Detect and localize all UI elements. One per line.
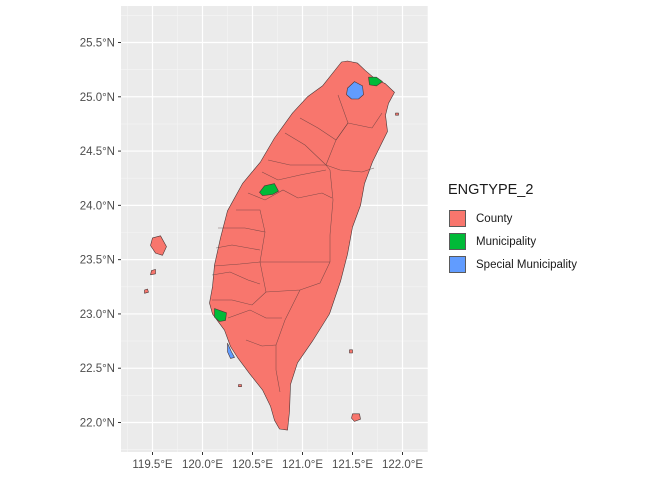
boundary-line [236, 209, 266, 263]
boundary-line [218, 227, 266, 233]
region-county [238, 384, 242, 388]
y-tick-label: 23.5°N [80, 255, 115, 267]
legend-item-special-municipality: Special Municipality [448, 253, 577, 276]
x-tick-label: 121.5°E [332, 459, 373, 471]
region-municipality [259, 183, 279, 196]
y-tick-label: 23.0°N [80, 309, 115, 321]
region-county [150, 235, 167, 256]
region-county [209, 60, 395, 431]
boundary-line [329, 169, 334, 262]
boundary-line [261, 169, 327, 181]
boundary-line [212, 291, 267, 306]
legend-key-county [449, 210, 466, 227]
x-axis: 119.5°E 120.0°E 120.5°E 121.0°E 121.5°E 122.0… [132, 452, 423, 471]
legend: ENGTYPE_2 County Municipality Special Mu… [448, 182, 577, 276]
legend-label-county: County [476, 212, 513, 225]
y-tick-label: 25.0°N [80, 92, 115, 104]
region-municipality [368, 76, 383, 87]
y-axis: 22.0°N 22.5°N 23.0°N 23.5°N 24.0°N 24.5°N 25.0… [80, 38, 121, 430]
y-tick-label: 22.0°N [80, 418, 115, 430]
region-county [150, 269, 156, 276]
x-tick-label: 119.5°E [132, 459, 173, 471]
legend-key-municipality [449, 233, 466, 250]
y-tick-label: 22.5°N [80, 363, 115, 375]
region-special-municipality [346, 81, 364, 100]
region-municipality [214, 308, 227, 322]
region-county [395, 112, 399, 116]
x-tick-label: 120.0°E [182, 459, 223, 471]
boundary-line [245, 339, 277, 347]
legend-key-special-municipality [449, 256, 466, 273]
boundary-line [247, 189, 333, 201]
legend-item-municipality: Municipality [448, 230, 577, 253]
legend-label-municipality: Municipality [476, 235, 537, 248]
region-county [351, 413, 361, 422]
internal-boundaries [211, 94, 383, 393]
x-tick-label: 121.0°E [282, 459, 323, 471]
x-tick-label: 120.5°E [232, 459, 273, 471]
legend-title: ENGTYPE_2 [448, 182, 534, 198]
boundary-line [227, 309, 282, 319]
x-tick-label: 122.0°E [382, 459, 423, 471]
map-regions [144, 60, 399, 431]
boundary-line [215, 244, 261, 251]
boundary-line [299, 112, 383, 141]
region-special-municipality [227, 342, 235, 359]
boundary-line [267, 159, 375, 173]
legend-item-county: County [448, 207, 577, 230]
boundary-line [211, 271, 261, 285]
y-tick-label: 25.5°N [80, 38, 115, 50]
y-tick-label: 24.5°N [80, 146, 115, 158]
boundary-line [284, 132, 327, 166]
region-county [144, 288, 149, 294]
legend-label-special-municipality: Special Municipality [476, 258, 577, 271]
region-county [349, 349, 353, 354]
y-tick-label: 24.0°N [80, 200, 115, 212]
